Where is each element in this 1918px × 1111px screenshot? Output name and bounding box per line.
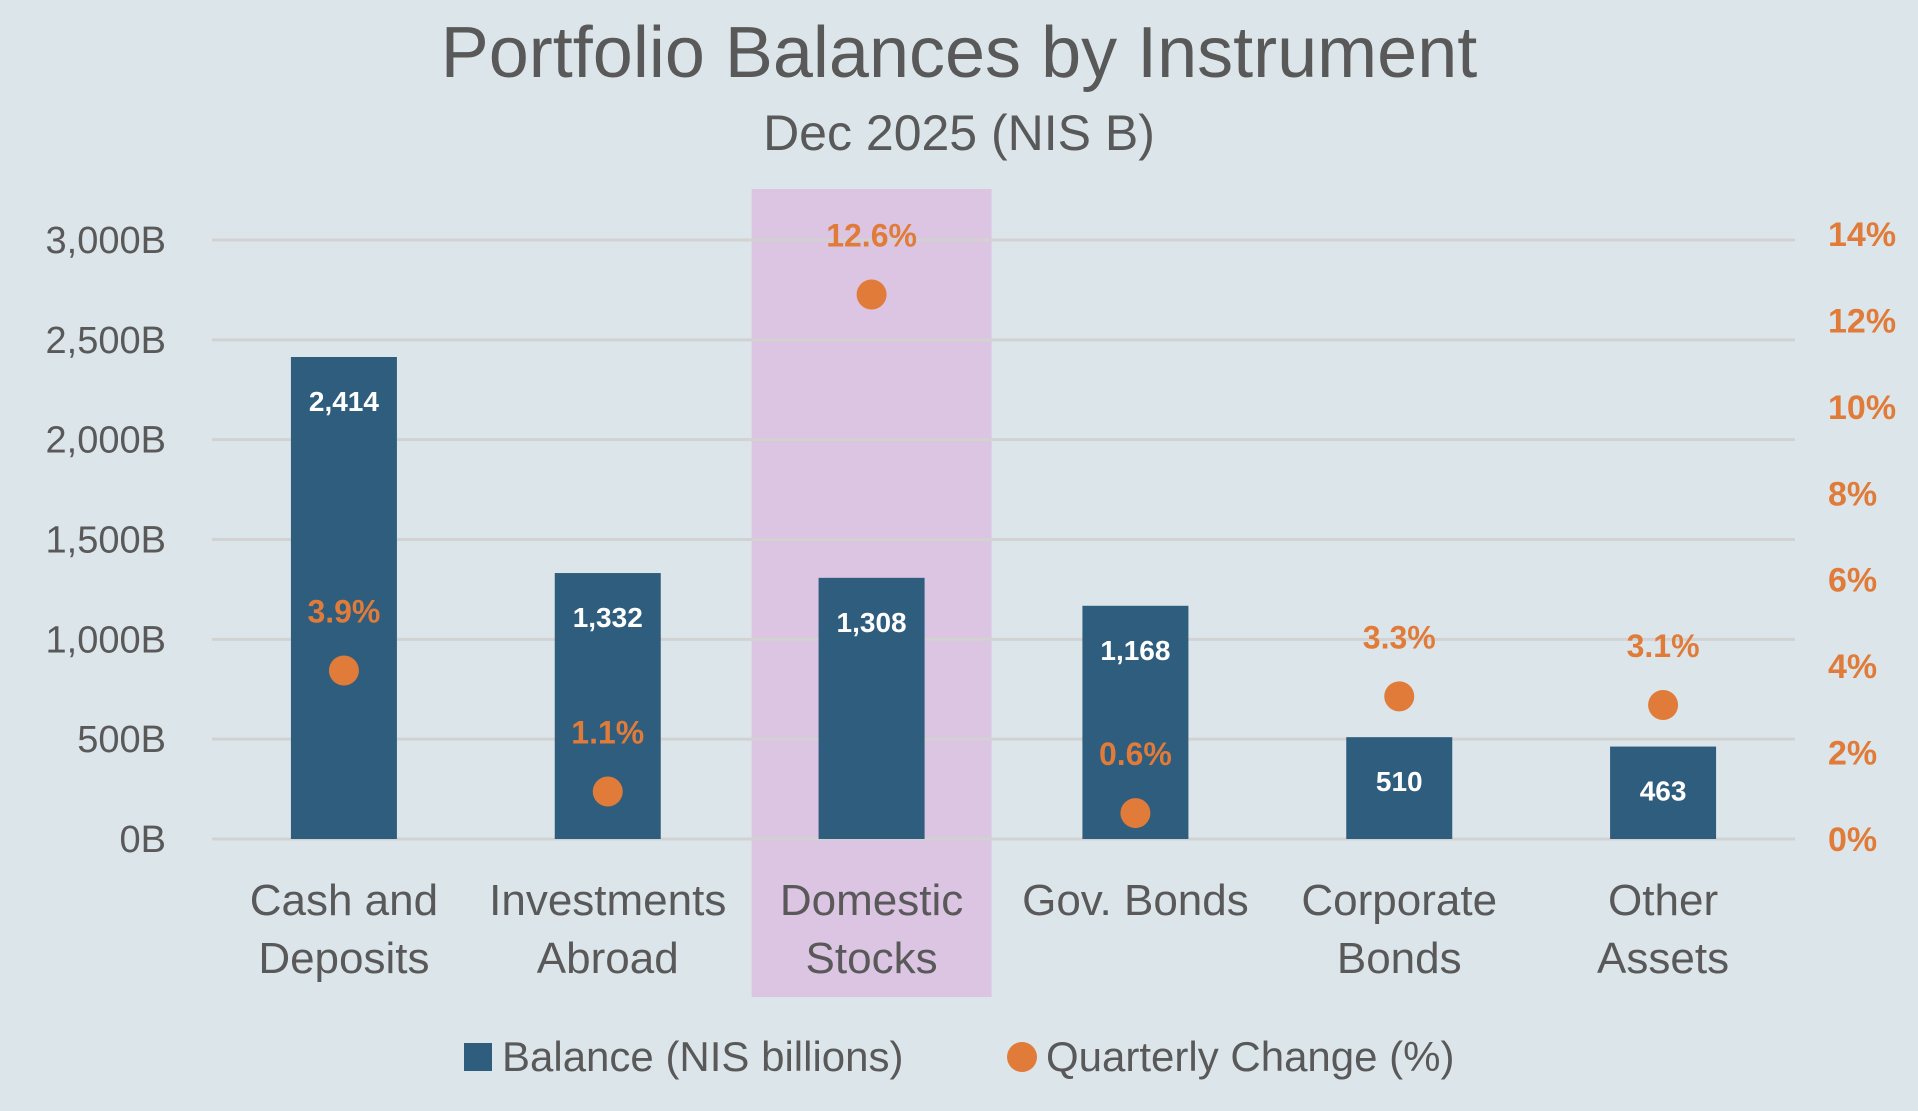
y-right-tick-label: 8%	[1828, 475, 1877, 513]
bar-data-label: 510	[1376, 766, 1423, 797]
y-right-tick-label: 14%	[1828, 216, 1896, 254]
bar	[818, 577, 925, 839]
legend-label-quarterly-change: Quarterly Change (%)	[1046, 1033, 1455, 1080]
x-category-label: Assets	[1597, 934, 1729, 983]
bar	[1610, 746, 1717, 839]
y-right-tick-label: 10%	[1828, 389, 1896, 427]
x-category-label: Deposits	[258, 934, 429, 983]
bar-data-label: 1,332	[573, 602, 643, 633]
quarterly-change-point	[328, 655, 359, 686]
legend-marker-balance	[464, 1043, 492, 1071]
y-left-tick-label: 500B	[77, 719, 166, 761]
y-right-tick-label: 4%	[1828, 648, 1877, 686]
quarterly-change-point	[1120, 798, 1151, 829]
chart-title: Portfolio Balances by Instrument	[441, 13, 1478, 93]
y-right-tick-label: 2%	[1828, 735, 1877, 773]
x-category-label: Stocks	[806, 934, 938, 983]
quarterly-change-point	[1384, 681, 1415, 712]
plot-area: 0B 500B 1,000B 1,500B 2,000B 2,500B 3,000B 0% 2%…	[46, 189, 1896, 997]
y-right-tick-label: 12%	[1828, 302, 1896, 340]
x-category-label: Abroad	[537, 934, 679, 983]
quarterly-change-data-label: 3.9%	[307, 593, 380, 629]
bar-data-label: 1,308	[837, 607, 907, 638]
quarterly-change-data-label: 0.6%	[1099, 736, 1172, 772]
x-category-label: Corporate	[1301, 876, 1497, 925]
y-left-tick-label: 3,000B	[46, 220, 166, 262]
bar-data-label: 1,168	[1100, 635, 1170, 666]
bar-data-label: 2,414	[309, 386, 379, 417]
legend-label-balance: Balance (NIS billions)	[502, 1033, 904, 1080]
quarterly-change-data-label: 3.1%	[1627, 628, 1700, 664]
legend: Balance (NIS billions) Quarterly Change …	[464, 1033, 1455, 1080]
y-left-tick-label: 1,000B	[46, 619, 166, 661]
y-left-tick-label: 0B	[120, 819, 166, 861]
x-category-label: Investments	[489, 876, 726, 925]
quarterly-change-data-label: 12.6%	[826, 218, 917, 254]
x-category-label: Gov. Bonds	[1022, 876, 1249, 925]
quarterly-change-data-label: 3.3%	[1363, 619, 1436, 655]
chart-subtitle: Dec 2025 (NIS B)	[763, 105, 1155, 161]
quarterly-change-point	[856, 279, 887, 310]
x-category-label: Bonds	[1337, 934, 1462, 983]
x-category-label: Other	[1608, 876, 1718, 925]
y-left-tick-label: 1,500B	[46, 520, 166, 562]
bar-data-label: 463	[1640, 776, 1687, 807]
bar	[290, 357, 397, 839]
quarterly-change-point	[1648, 690, 1679, 721]
y-left-tick-label: 2,500B	[46, 320, 166, 362]
y-right-tick-label: 0%	[1828, 821, 1877, 859]
legend-marker-quarterly-change	[1007, 1042, 1037, 1072]
quarterly-change-point	[592, 776, 623, 807]
x-category-label: Domestic	[780, 876, 963, 925]
bar	[1346, 737, 1453, 839]
quarterly-change-data-label: 1.1%	[571, 714, 644, 750]
y-right-tick-label: 6%	[1828, 562, 1877, 600]
x-category-label: Cash and	[250, 876, 438, 925]
y-left-tick-label: 2,000B	[46, 420, 166, 462]
